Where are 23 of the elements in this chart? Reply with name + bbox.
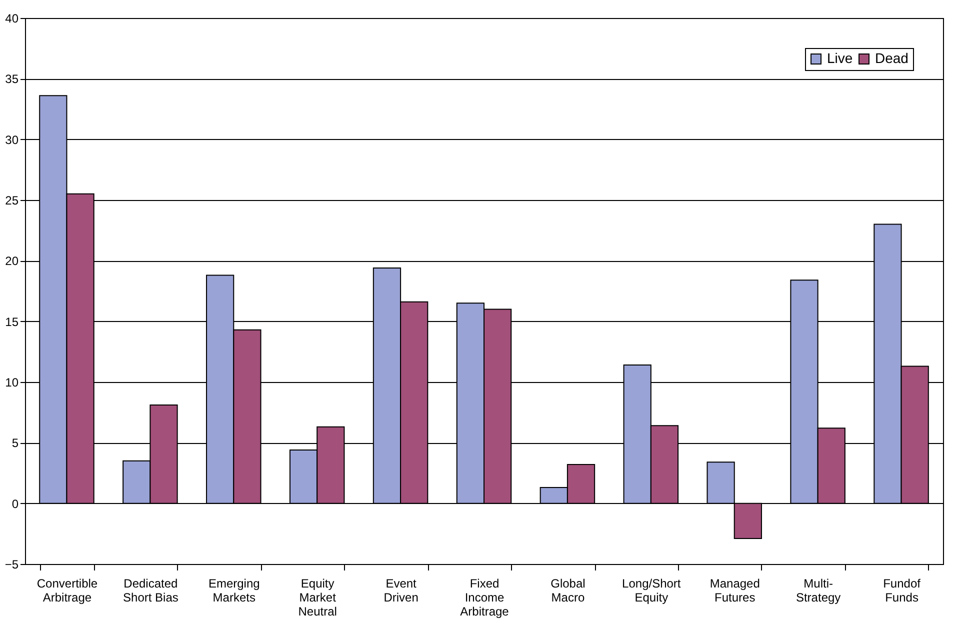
x-tick-label: Global Macro	[550, 576, 586, 604]
x-tick-label: Multi- Strategy	[796, 576, 841, 604]
legend-label: Dead	[875, 50, 908, 66]
y-tick-label: 35	[5, 72, 19, 86]
x-tick-label: Fixed Income Arbitrage	[460, 576, 510, 618]
y-tick-label: 30	[5, 132, 19, 147]
legend-label: Live	[827, 50, 853, 66]
y-tick-label: 40	[5, 12, 19, 26]
x-tick-label: Managed Futures	[710, 576, 760, 604]
x-tick-label: Long/Short Equity	[622, 576, 682, 604]
x-tick-label: Convertible Arbitrage	[36, 576, 98, 604]
y-tick-label: 10	[5, 376, 19, 390]
x-tick-label: Emerging Markets	[208, 576, 260, 604]
y-tick-label: 20	[5, 254, 19, 268]
y-tick-label: −5	[4, 558, 19, 572]
x-tick-label: Equity Market Neutral	[298, 576, 337, 618]
y-tick-label: 0	[12, 496, 19, 511]
x-tick-label: Fundof Funds	[883, 576, 922, 604]
x-tick-label: Dedicated Short Bias	[123, 576, 178, 604]
y-tick-label: 5	[12, 436, 19, 450]
y-tick-label: 15	[5, 314, 19, 329]
y-tick-label: 25	[5, 194, 19, 208]
x-tick-label: Event Driven	[384, 576, 418, 604]
